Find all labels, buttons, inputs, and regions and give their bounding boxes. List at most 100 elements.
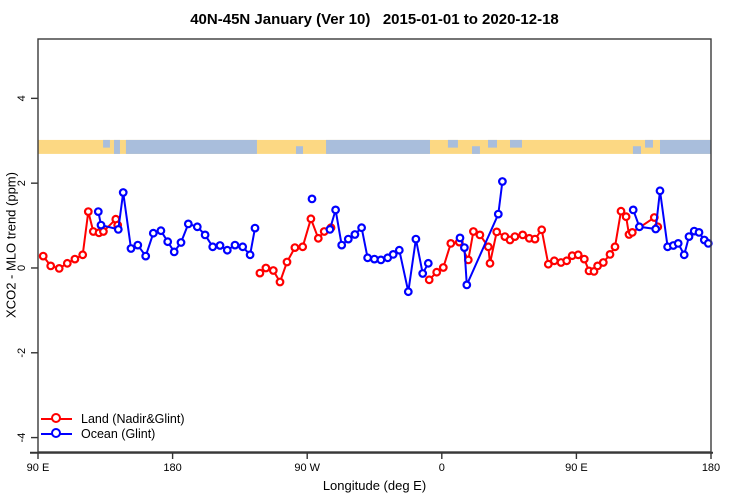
series-line <box>328 209 430 292</box>
data-point <box>141 251 151 261</box>
data-point <box>424 275 434 285</box>
data-point <box>38 251 48 261</box>
data-point <box>394 245 404 255</box>
data-point <box>357 223 367 233</box>
data-point <box>363 253 373 263</box>
y-tick-label: -2 <box>16 348 28 358</box>
ocean-band-segment <box>125 139 257 154</box>
x-tick-label: 180 <box>702 462 720 474</box>
data-point <box>200 230 210 240</box>
data-point <box>250 223 260 233</box>
data-point <box>679 250 689 260</box>
data-point <box>93 207 103 217</box>
data-point <box>176 238 186 247</box>
data-point <box>498 177 507 186</box>
data-point <box>562 256 572 266</box>
land-ocean-map-band <box>38 139 711 154</box>
ocean-band-segment <box>632 146 642 154</box>
data-point <box>627 227 637 237</box>
data-point <box>183 219 193 229</box>
data-point <box>238 242 248 252</box>
data-point <box>230 240 240 250</box>
data-point <box>261 263 271 273</box>
y-axis-title: XCO2 - MLO trend (ppm) <box>3 172 19 318</box>
data-point <box>298 242 308 252</box>
data-point <box>163 237 173 247</box>
data-point <box>483 242 493 252</box>
data-point <box>148 228 158 238</box>
data-point <box>54 264 64 273</box>
data-point <box>694 227 704 237</box>
data-point <box>282 257 292 267</box>
data-point <box>169 247 179 257</box>
data-point <box>62 258 72 268</box>
legend-label-ocean: Ocean (Glint) <box>81 426 156 441</box>
data-point <box>616 206 626 216</box>
data-point <box>78 250 88 260</box>
data-point <box>530 234 540 244</box>
data-point <box>621 212 631 222</box>
ocean-band-segment <box>113 139 120 154</box>
data-point <box>446 238 456 248</box>
data-point <box>83 207 93 217</box>
data-point <box>485 258 495 268</box>
data-point <box>46 261 56 271</box>
y-axis: -4 -2 0 2 4 <box>16 95 38 442</box>
land-series <box>38 206 663 287</box>
data-point <box>343 234 353 244</box>
data-point <box>598 258 608 267</box>
data-point <box>423 258 433 268</box>
data-point <box>156 226 166 236</box>
data-point <box>222 245 232 255</box>
data-point <box>438 263 448 272</box>
chart-title: 40N-45N January (Ver 10) 2015-01-01 to 2… <box>190 11 559 28</box>
data-point <box>432 267 442 277</box>
series-line <box>42 211 119 270</box>
data-point <box>376 255 386 265</box>
ocean-series <box>93 177 713 297</box>
ocean-band-segment <box>509 139 522 148</box>
data-point <box>493 209 503 219</box>
ocean-band-segment <box>660 139 711 154</box>
data-point <box>388 249 398 259</box>
data-point <box>113 224 123 234</box>
x-axis: 90 E 180 90 W 0 90 E 180 <box>27 452 720 474</box>
data-point <box>510 232 520 242</box>
legend: Land (Nadir&Glint) Ocean (Glint) <box>41 411 185 441</box>
data-point <box>549 256 559 266</box>
ocean-band-segment <box>472 146 480 154</box>
data-point <box>537 225 547 235</box>
data-point <box>307 194 317 204</box>
data-point <box>492 227 502 237</box>
data-point <box>460 243 469 253</box>
data-point <box>403 287 413 297</box>
data-point <box>418 269 428 278</box>
data-point <box>651 224 661 234</box>
data-point <box>192 222 202 232</box>
y-tick-label: 0 <box>16 265 28 271</box>
ocean-band-segment <box>326 139 430 154</box>
x-axis-title: Longitude (deg E) <box>322 478 427 493</box>
ocean-band-segment <box>295 146 304 154</box>
data-point <box>455 233 465 243</box>
data-point <box>208 242 218 252</box>
data-point <box>475 230 485 240</box>
data-point <box>411 234 421 244</box>
data-point <box>275 277 285 287</box>
data-point <box>573 250 583 260</box>
data-point <box>610 242 620 252</box>
legend-item-ocean: Ocean (Glint) <box>41 426 185 441</box>
x-tick-label: 90 E <box>565 462 588 474</box>
legend-item-land: Land (Nadir&Glint) <box>41 411 185 426</box>
data-point <box>655 186 665 196</box>
data-point <box>313 233 323 243</box>
data-point <box>462 280 472 290</box>
x-tick-label: 180 <box>163 462 181 474</box>
ocean-series-marker-icon <box>41 426 72 441</box>
data-point <box>133 240 143 250</box>
data-point <box>605 249 615 259</box>
y-tick-label: 2 <box>16 180 28 186</box>
data-point <box>325 224 335 234</box>
